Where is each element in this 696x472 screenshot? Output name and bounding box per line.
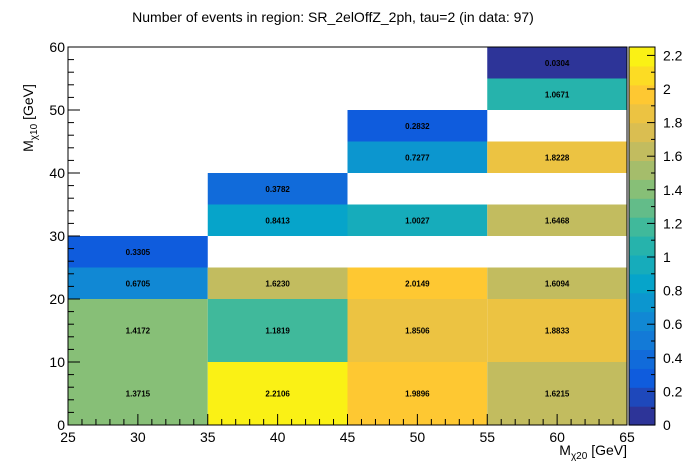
color-scale-band	[629, 47, 655, 67]
z-tick-label: 2.2	[663, 47, 683, 63]
heatmap-cell	[207, 173, 348, 205]
x-tick-label: 45	[340, 429, 356, 445]
cell-value-label: 1.6230	[265, 279, 290, 288]
color-scale-band	[629, 122, 655, 143]
x-tick-label: 50	[410, 429, 426, 445]
color-scale-frame	[628, 46, 656, 426]
heatmap-cell	[207, 267, 348, 299]
y-tick-label: 20	[49, 291, 65, 307]
x-tick-label: 65	[619, 429, 635, 445]
cell-value-label: 0.3782	[265, 185, 290, 194]
cell-value-label: 0.2832	[405, 122, 430, 131]
z-tick-label: 0.4	[663, 350, 683, 366]
color-scale-band	[629, 198, 655, 218]
heatmap-cell	[487, 47, 627, 79]
heatmap-cell	[347, 267, 488, 299]
color-scale-band	[629, 141, 655, 161]
color-scale-band	[629, 311, 655, 332]
z-tick-label: 0.8	[663, 283, 683, 299]
x-tick-label: 30	[130, 429, 146, 445]
cell-value-label: 0.7277	[405, 153, 430, 162]
cell-value-label: 1.8228	[545, 153, 570, 162]
color-scale-band	[629, 236, 655, 256]
color-scale-band	[629, 84, 655, 105]
color-scale-band	[629, 273, 655, 294]
z-tick-label: 1.6	[663, 148, 683, 164]
cell-value-label: 1.1819	[265, 327, 290, 336]
color-scale-band	[629, 160, 655, 180]
y-axis: 0 10 20 30 40 50 60	[49, 39, 80, 433]
cell-value-label: 1.6215	[545, 390, 570, 399]
y-tick-label: 0	[57, 417, 65, 433]
cell-value-label: 1.4172	[126, 327, 151, 336]
x-tick-label: 35	[200, 429, 216, 445]
heatmap-cells	[68, 47, 627, 425]
cell-value-label: 0.0304	[545, 59, 570, 68]
cell-value-label: 0.6705	[126, 279, 151, 288]
z-tick-label: 1.4	[663, 182, 683, 198]
x-tick-label: 55	[479, 429, 495, 445]
cell-value-label: 1.6094	[545, 279, 570, 288]
heatmap-cell	[68, 236, 208, 268]
color-scale-band	[629, 179, 655, 199]
chart-title: Number of events in region: SR_2elOffZ_2…	[132, 9, 534, 25]
cell-value-label: 0.3305	[126, 248, 151, 257]
color-scale-band	[629, 330, 655, 350]
color-scale-band	[629, 217, 655, 237]
z-tick-label: 2	[663, 81, 671, 97]
heatmap-cell	[487, 141, 627, 173]
z-tick-label: 0.6	[663, 316, 683, 332]
cell-value-label: 2.0149	[405, 279, 430, 288]
x-tick-label: 60	[549, 429, 565, 445]
heatmap-cell	[68, 267, 208, 299]
x-tick-label: 25	[60, 429, 76, 445]
cell-value-label: 0.8413	[265, 216, 290, 225]
y-tick-label: 30	[49, 228, 65, 244]
heatmap-cell	[487, 267, 627, 299]
cell-value-label: 1.8833	[545, 327, 570, 336]
heatmap-cell	[68, 299, 208, 362]
color-scale-band	[629, 65, 655, 86]
cell-value-label: 1.0671	[545, 90, 570, 99]
heatmap-cell	[207, 204, 348, 236]
color-scale-band	[629, 406, 655, 426]
heatmap-cell-labels: 1.3715 1.4172 0.6705 0.3305 2.2106 1.1819 1.62…	[126, 59, 570, 399]
cell-value-label: 1.9896	[405, 390, 430, 399]
heatmap-cell	[347, 110, 488, 142]
cell-value-label: 2.2106	[265, 390, 290, 399]
heatmap-cell	[487, 299, 627, 362]
heatmap-cell	[487, 204, 627, 236]
color-scale-band	[629, 292, 655, 313]
color-scale-band	[629, 368, 655, 388]
heatmap-cell	[487, 78, 627, 110]
z-tick-label: 1.8	[663, 115, 683, 131]
heatmap-cell	[347, 204, 488, 236]
heatmap-cell	[207, 299, 348, 362]
x-tick-label: 40	[270, 429, 286, 445]
y-tick-label: 60	[49, 39, 65, 55]
z-tick-label: 1.2	[663, 215, 683, 231]
z-tick-label: 1	[663, 249, 671, 265]
cell-value-label: 1.0027	[405, 216, 430, 225]
color-scale-band	[629, 254, 655, 275]
color-scale-band	[629, 103, 655, 124]
color-scale-band	[629, 349, 655, 369]
color-scale: 0 0.2 0.4 0.6 0.8 1 1.2 1.4 1.6 1.8 2 2.2	[628, 46, 683, 433]
x-axis: 25 30 35 40 45 50 55 60 65	[60, 414, 635, 445]
y-tick-label: 50	[49, 102, 65, 118]
z-tick-label: 0	[663, 417, 671, 433]
y-tick-label: 40	[49, 165, 65, 181]
y-tick-label: 10	[49, 354, 65, 370]
cell-value-label: 1.3715	[126, 390, 151, 399]
cell-value-label: 1.6468	[545, 216, 570, 225]
y-axis-label: Mχ10 [GeV]	[20, 84, 40, 152]
color-scale-band	[629, 387, 655, 407]
heatmap-cell	[347, 299, 488, 362]
heatmap-cell	[347, 141, 488, 173]
x-axis-label: Mχ20 [GeV]	[559, 442, 627, 462]
z-tick-label: 0.2	[663, 383, 683, 399]
cell-value-label: 1.8506	[405, 327, 430, 336]
